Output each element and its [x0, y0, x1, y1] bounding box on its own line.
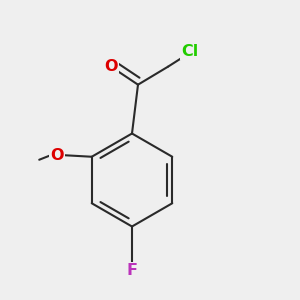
Text: F: F	[127, 263, 137, 278]
Text: Cl: Cl	[181, 44, 199, 59]
Text: O: O	[50, 148, 64, 163]
Text: O: O	[104, 59, 118, 74]
